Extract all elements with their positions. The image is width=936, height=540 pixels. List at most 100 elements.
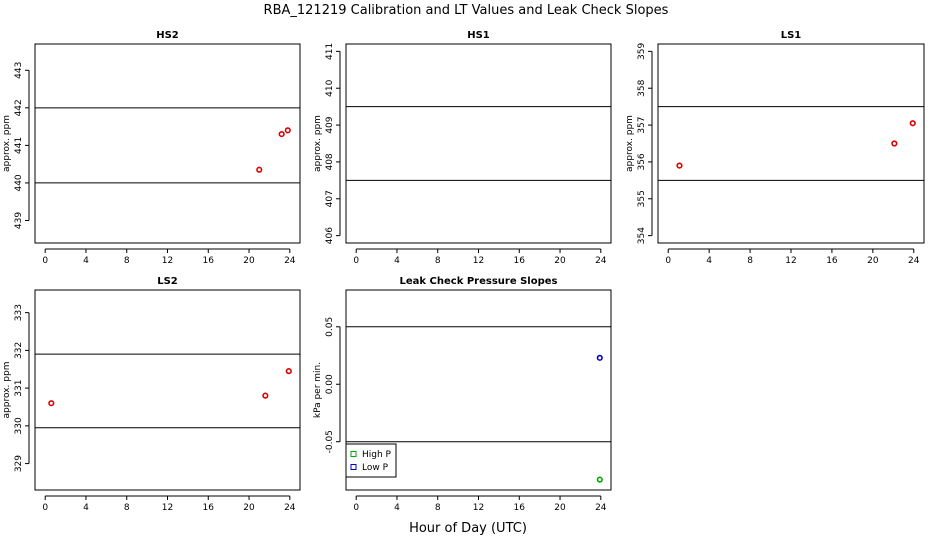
legend-swatch (350, 464, 357, 470)
y-tick-label: 440 (14, 174, 24, 191)
x-tick-label: 4 (706, 256, 712, 266)
y-tick-label: 408 (325, 153, 335, 170)
x-tick-label: 4 (83, 256, 89, 266)
x-axis-label: Hour of Day (UTC) (409, 521, 527, 536)
panel-ls2: LS2 0 4 8 12 16 20 24 329 330 331 332 333 approx. ppm (2, 276, 301, 513)
panel-ls1: LS1 0 4 8 12 16 20 24 354 355 356 357 358 359 approx. … (625, 30, 925, 266)
x-tick-label: 8 (124, 256, 130, 266)
panel-title: LS1 (781, 30, 802, 41)
y-tick-label: 0.05 (325, 317, 335, 337)
data-point (262, 392, 269, 399)
data-point (596, 476, 603, 483)
x-tick-label: 16 (514, 256, 526, 266)
x-tick-label: 24 (284, 256, 296, 266)
y-axis-label: approx. ppm (2, 115, 12, 172)
data-point (278, 131, 285, 138)
y-tick-label: 358 (637, 79, 647, 96)
legend-label: Low P (362, 463, 389, 473)
x-tick-label: 12 (785, 256, 796, 266)
data-point (891, 140, 898, 147)
x-tick-label: 24 (595, 256, 607, 266)
y-tick-label: 331 (14, 380, 24, 397)
x-tick-label: 20 (243, 503, 255, 513)
x-tick-label: 4 (83, 503, 89, 513)
y-tick-label: 329 (14, 455, 24, 472)
legend-swatch (350, 451, 357, 457)
y-tick-label: 439 (14, 212, 24, 229)
y-tick-label: 355 (637, 190, 647, 207)
x-tick-label: 12 (162, 256, 173, 266)
plot-frame (657, 43, 925, 244)
y-tick-label: 411 (325, 43, 335, 60)
panel-hs2: HS2 0 4 8 12 16 20 24 439 440 441 442 443 approx. ppm (2, 30, 301, 266)
plot-frame (345, 43, 612, 244)
y-axis-label: approx. ppm (625, 115, 635, 172)
x-tick-label: 24 (284, 503, 296, 513)
y-tick-label: 407 (325, 190, 335, 207)
y-axis-label: approx. ppm (2, 362, 12, 419)
y-tick-label: 443 (14, 62, 24, 79)
x-tick-label: 24 (908, 256, 920, 266)
x-tick-label: 0 (665, 256, 671, 266)
y-tick-label: 356 (637, 153, 647, 170)
figure-title: RBA_121219 Calibration and LT Values and… (264, 3, 669, 18)
x-tick-label: 12 (473, 503, 484, 513)
x-tick-label: 16 (514, 503, 526, 513)
legend-label: High P (362, 450, 392, 460)
x-tick-label: 8 (435, 503, 441, 513)
y-tick-label: 333 (14, 304, 24, 321)
plot-frame (34, 289, 301, 491)
y-tick-label: 354 (637, 227, 647, 244)
x-tick-label: 20 (554, 503, 566, 513)
x-tick-label: 8 (747, 256, 753, 266)
data-point (909, 120, 916, 127)
x-tick-label: 0 (42, 256, 48, 266)
data-point (256, 166, 263, 173)
y-tick-label: 332 (14, 342, 24, 359)
x-tick-label: 4 (394, 256, 400, 266)
y-tick-label: 410 (325, 79, 335, 96)
panel-title: Leak Check Pressure Slopes (400, 276, 558, 287)
x-tick-label: 16 (203, 256, 215, 266)
data-point (596, 354, 603, 361)
x-tick-label: 0 (353, 503, 359, 513)
x-tick-label: 20 (867, 256, 879, 266)
data-point (285, 368, 292, 375)
x-tick-label: 12 (162, 503, 173, 513)
y-tick-label: 409 (325, 116, 335, 133)
x-tick-label: 12 (473, 256, 484, 266)
x-tick-label: 16 (203, 503, 215, 513)
x-tick-label: 20 (243, 256, 255, 266)
panel-title: LS2 (157, 276, 178, 287)
x-tick-label: 0 (353, 256, 359, 266)
legend-box (345, 443, 397, 478)
y-axis-label: kPa per min. (313, 362, 323, 418)
y-tick-label: 0.00 (325, 374, 335, 394)
x-tick-label: 4 (394, 503, 400, 513)
x-tick-label: 0 (42, 503, 48, 513)
x-tick-label: 20 (554, 256, 566, 266)
panel-title: HS2 (156, 30, 179, 41)
panel-hs1: HS1 0 4 8 12 16 20 24 406 407 408 409 410 411 approx. … (313, 30, 612, 266)
data-point (676, 162, 683, 169)
x-tick-label: 8 (435, 256, 441, 266)
y-tick-label: 359 (637, 43, 647, 60)
x-tick-label: 8 (124, 503, 130, 513)
plot-frame (345, 289, 612, 491)
panel-title: HS1 (467, 30, 490, 41)
y-tick-label: -0.05 (325, 430, 335, 453)
y-tick-label: 441 (14, 137, 24, 154)
y-tick-label: 330 (14, 417, 24, 434)
data-point (48, 400, 55, 407)
y-axis-label: approx. ppm (313, 115, 323, 172)
y-tick-label: 406 (325, 227, 335, 244)
panel-leak-check-pressure-slopes: Leak Check Pressure Slopes 0 4 8 12 16 20 24 -0.… (313, 276, 612, 513)
plot-frame (34, 43, 301, 244)
data-point (284, 127, 291, 134)
x-tick-label: 16 (826, 256, 838, 266)
y-tick-label: 442 (14, 99, 24, 116)
x-tick-label: 24 (595, 503, 607, 513)
y-tick-label: 357 (637, 116, 647, 133)
